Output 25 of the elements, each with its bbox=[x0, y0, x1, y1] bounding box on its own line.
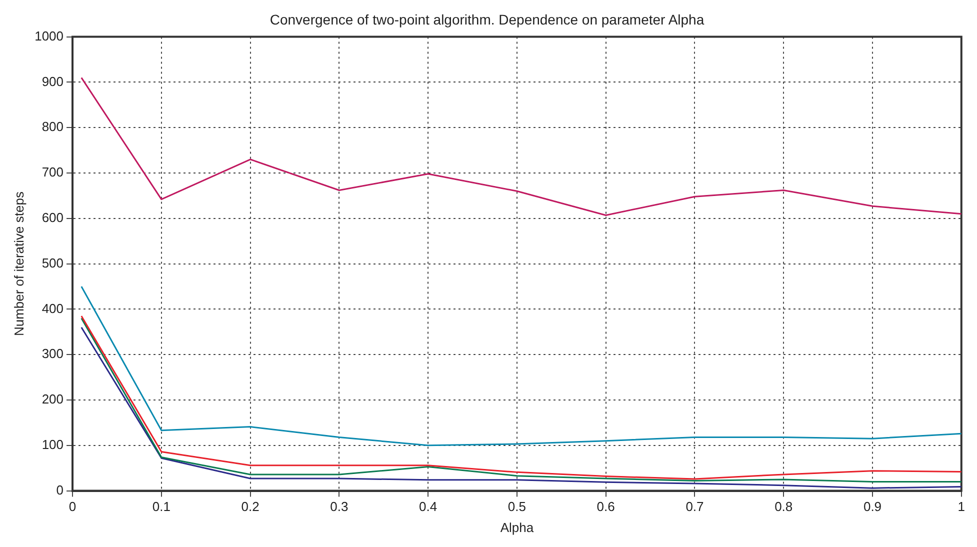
x-tick-label: 0.7 bbox=[686, 499, 704, 514]
y-tick-label: 400 bbox=[42, 300, 64, 316]
y-tick-label: 200 bbox=[42, 392, 64, 407]
x-tick-label: 0.3 bbox=[330, 499, 348, 514]
x-tick-label: 0.9 bbox=[863, 499, 882, 514]
x-tick-label: 0.8 bbox=[774, 499, 793, 514]
y-tick-label: 1000 bbox=[34, 28, 64, 44]
y-tick-label: 600 bbox=[42, 210, 64, 225]
chart-title: Convergence of two-point algorithm. Dependence on parameter Alpha bbox=[270, 11, 704, 28]
x-tick-label: 1 bbox=[958, 499, 965, 514]
x-tick-label: 0.6 bbox=[596, 499, 615, 514]
x-tick-label: 0.5 bbox=[508, 499, 526, 514]
x-tick-label: 0.1 bbox=[152, 499, 170, 514]
y-tick-label: 700 bbox=[42, 164, 64, 180]
y-tick-label: 100 bbox=[42, 436, 64, 452]
y-axis-title: Number of iterative steps bbox=[11, 191, 26, 336]
y-tick-label: 300 bbox=[42, 346, 64, 362]
y-tick-label: 800 bbox=[42, 119, 64, 134]
y-tick-label: 900 bbox=[42, 74, 64, 89]
x-axis-title: Alpha bbox=[500, 520, 534, 535]
x-tick-label: 0 bbox=[68, 499, 76, 514]
y-tick-label: 0 bbox=[56, 482, 64, 498]
x-tick-label: 0.4 bbox=[419, 499, 438, 514]
y-tick-label: 500 bbox=[42, 255, 64, 270]
x-tick-label: 0.2 bbox=[241, 499, 260, 514]
